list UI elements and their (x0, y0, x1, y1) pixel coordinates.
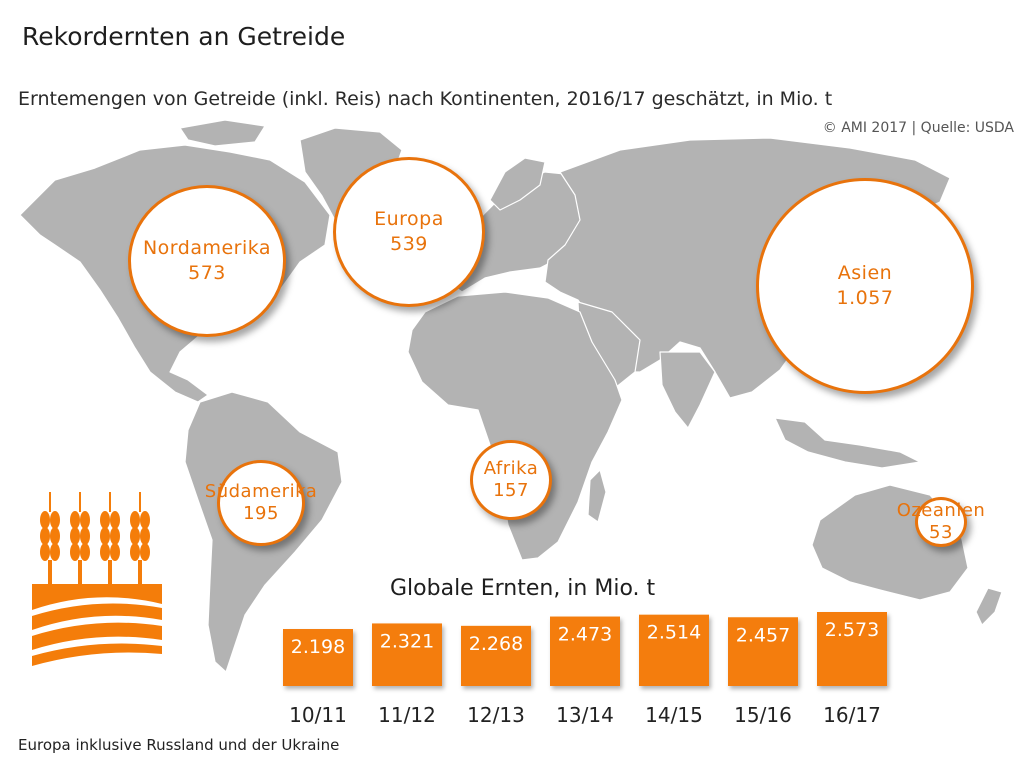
bar-category-label: 10/11 (289, 703, 347, 727)
bubble-value: 53 (929, 522, 953, 543)
wheat-icon (32, 492, 162, 666)
bubble-label: Ozeanien (896, 499, 986, 521)
map-new-zealand (975, 587, 1003, 626)
bar-value-label: 2.457 (736, 624, 790, 646)
bar-value-label: 2.198 (291, 636, 345, 658)
bar-value-label: 2.321 (380, 630, 434, 652)
bar-value-label: 2.268 (469, 633, 523, 655)
map-madagascar (587, 469, 607, 523)
chart-subtitle: Erntemengen von Getreide (inkl. Reis) na… (18, 88, 833, 110)
bubble-ozeanien: Ozeanien 53 (897, 497, 985, 547)
bar-category-label: 14/15 (645, 703, 703, 727)
bubble-nordamerika: Nordamerika 573 (128, 185, 286, 337)
bubble-label: Nordamerika (142, 237, 272, 260)
bar-15-16 (728, 617, 798, 686)
bubble-suedamerika: Südamerika 195 (205, 460, 317, 546)
chart-title: Rekordernten an Getreide (22, 22, 346, 51)
bubble-label: Afrika (483, 457, 539, 479)
bar-11-12 (372, 623, 442, 686)
bar-category-label: 15/16 (734, 703, 792, 727)
bubble-value: 539 (390, 233, 428, 255)
bar-10-11 (283, 629, 353, 686)
bar-chart-title: Globale Ernten, in Mio. t (390, 576, 656, 601)
bar-14-15 (639, 614, 709, 686)
bar-category-label: 16/17 (823, 703, 881, 727)
map-africa (407, 291, 623, 561)
bar-13-14 (550, 616, 620, 686)
map-india (659, 351, 716, 429)
bar-value-label: 2.473 (558, 624, 612, 646)
map-scandinavia (489, 157, 546, 211)
footnote: Europa inklusive Russland und der Ukrain… (18, 736, 340, 754)
bubble-value: 1.057 (836, 287, 894, 309)
bar-value-label: 2.573 (825, 619, 879, 641)
bubble-value: 573 (188, 262, 226, 284)
source-credit: © AMI 2017 | Quelle: USDA (822, 120, 1014, 136)
map-indonesia (774, 417, 921, 469)
bar-12-13 (461, 625, 531, 686)
map-arctic-islands (179, 119, 266, 147)
bar-category-label: 11/12 (378, 703, 436, 727)
bar-category-label: 13/14 (556, 703, 614, 727)
bubble-asien: Asien 1.057 (756, 178, 974, 394)
bubble-label: Asien (837, 262, 893, 285)
bar-value-label: 2.514 (647, 622, 701, 644)
bubble-afrika: Afrika 157 (470, 440, 552, 520)
bubble-value: 195 (243, 503, 279, 524)
bubble-label: Europa (374, 208, 444, 231)
bubble-label: Südamerika (204, 480, 318, 502)
bubble-europa: Europa 539 (333, 157, 485, 307)
bubble-value: 157 (493, 480, 529, 501)
bar-16-17 (817, 612, 887, 686)
bar-category-label: 12/13 (467, 703, 525, 727)
